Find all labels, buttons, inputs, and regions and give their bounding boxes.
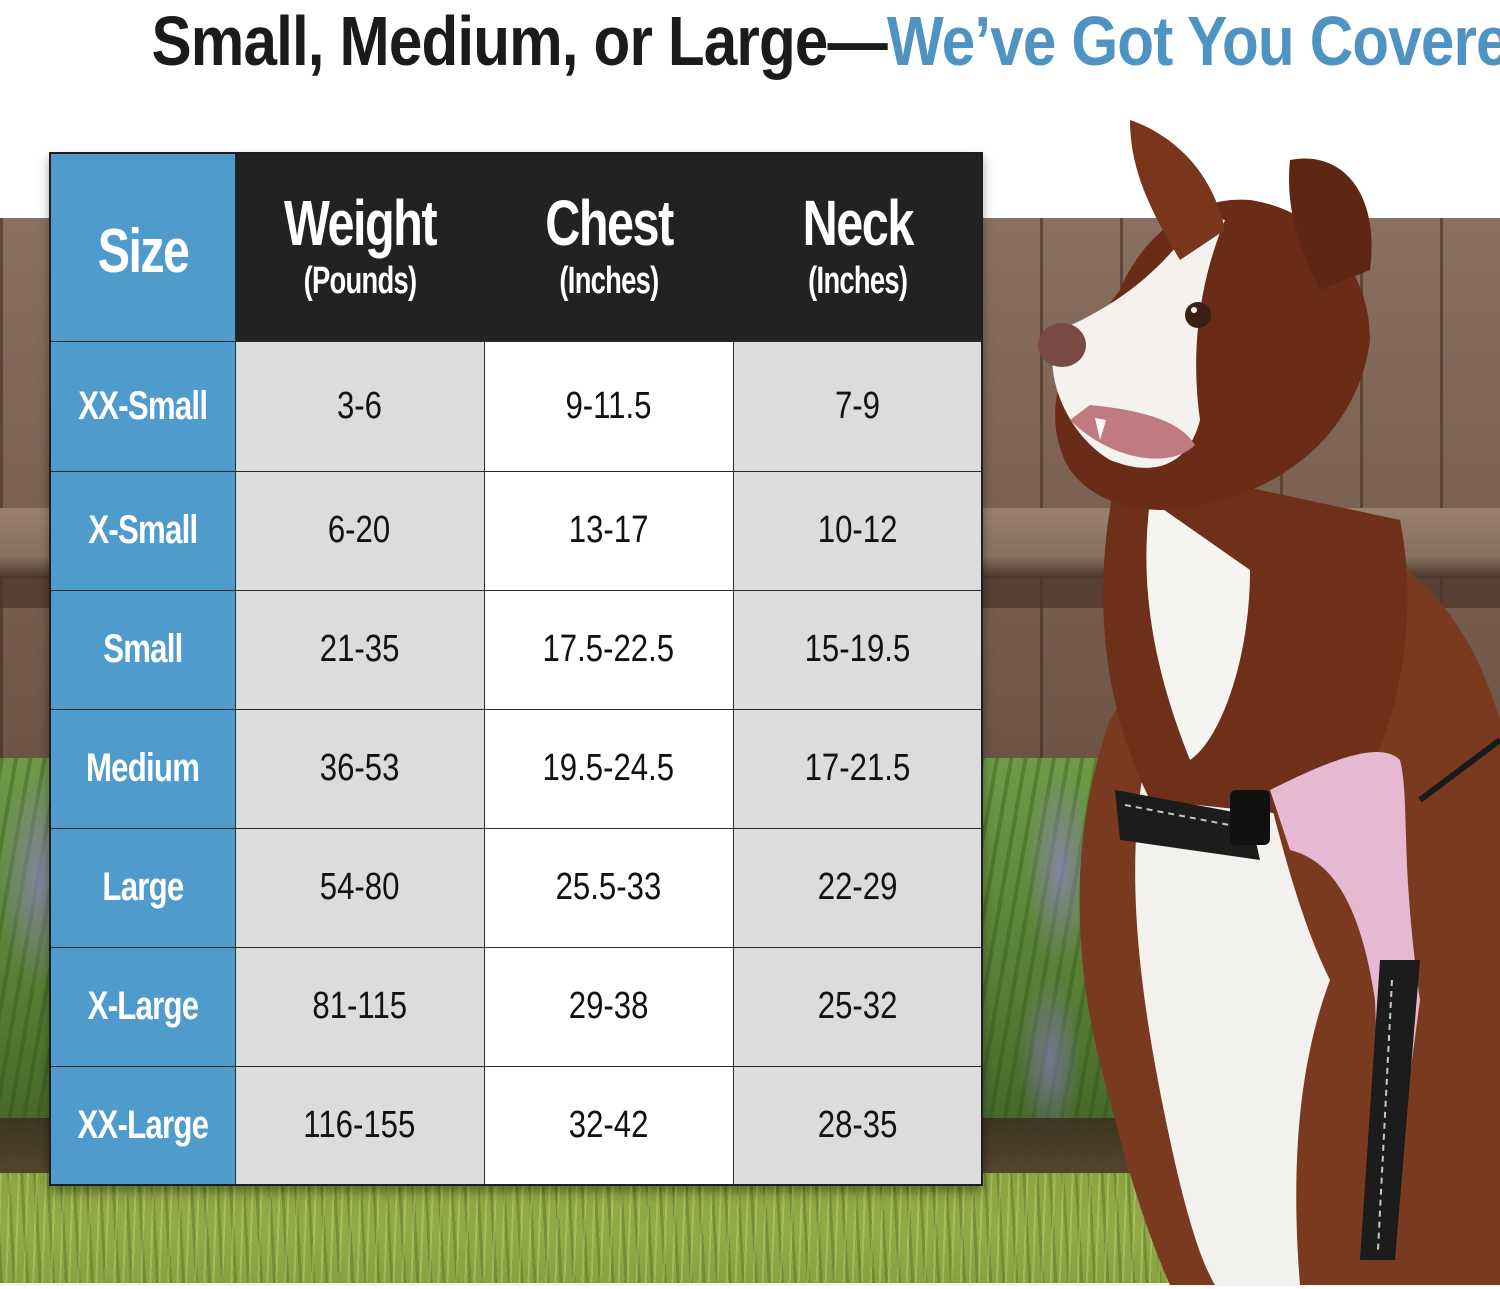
table-row: Large 54-80 25.5-33 22-29 — [49, 827, 983, 948]
size-cell: Large — [49, 827, 236, 948]
size-cell: XX-Small — [49, 340, 236, 472]
weight-cell: 116-155 — [234, 1065, 485, 1186]
header-neck-title: Neck — [802, 187, 914, 260]
chest-cell: 32-42 — [483, 1065, 734, 1186]
weight-cell: 36-53 — [234, 708, 485, 829]
header-weight-title: Weight — [283, 187, 437, 260]
weight-cell: 54-80 — [234, 827, 485, 948]
neck-cell: 7-9 — [732, 340, 983, 472]
headline-lead: Small, Medium, or Large— — [151, 2, 888, 80]
header-neck-unit: (Inches) — [807, 260, 908, 303]
neck-cell: 10-12 — [732, 470, 983, 591]
header-chest-unit: (Inches) — [558, 260, 659, 303]
size-cell: X-Large — [49, 946, 236, 1067]
table-header-row: Size Weight (Pounds) Chest (Inches) Neck… — [49, 152, 983, 342]
header-weight: Weight (Pounds) — [234, 152, 485, 342]
header-chest: Chest (Inches) — [483, 152, 734, 342]
weight-cell: 3-6 — [234, 340, 485, 472]
chest-cell: 13-17 — [483, 470, 734, 591]
neck-cell: 15-19.5 — [732, 589, 983, 710]
header-size-label: Size — [97, 216, 189, 286]
neck-cell: 17-21.5 — [732, 708, 983, 829]
chest-cell: 9-11.5 — [483, 340, 734, 472]
table-row: Small 21-35 17.5-22.5 15-19.5 — [49, 589, 983, 710]
border-collie-icon — [1038, 120, 1500, 1285]
header-chest-title: Chest — [544, 187, 674, 260]
table-row: X-Large 81-115 29-38 25-32 — [49, 946, 983, 1067]
chest-cell: 19.5-24.5 — [483, 708, 734, 829]
size-cell: XX-Large — [49, 1065, 236, 1186]
table-row: X-Small 6-20 13-17 10-12 — [49, 470, 983, 591]
size-cell: X-Small — [49, 470, 236, 591]
table-row: XX-Small 3-6 9-11.5 7-9 — [49, 340, 983, 472]
chest-cell: 25.5-33 — [483, 827, 734, 948]
weight-cell: 21-35 — [234, 589, 485, 710]
chest-cell: 29-38 — [483, 946, 734, 1067]
neck-cell: 25-32 — [732, 946, 983, 1067]
header-weight-unit: (Pounds) — [303, 260, 417, 303]
headline-emphasis: We’ve Got You Covered. — [886, 2, 1500, 80]
table-row: XX-Large 116-155 32-42 28-35 — [49, 1065, 983, 1186]
size-cell: Small — [49, 589, 236, 710]
dog-photo — [1000, 100, 1500, 1289]
table-row: Medium 36-53 19.5-24.5 17-21.5 — [49, 708, 983, 829]
weight-cell: 6-20 — [234, 470, 485, 591]
header-neck: Neck (Inches) — [732, 152, 983, 342]
headline: Small, Medium, or Large—We’ve Got You Co… — [109, 0, 1500, 90]
chest-cell: 17.5-22.5 — [483, 589, 734, 710]
neck-cell: 28-35 — [732, 1065, 983, 1186]
size-chart-table: Size Weight (Pounds) Chest (Inches) Neck… — [49, 152, 983, 1186]
neck-cell: 22-29 — [732, 827, 983, 948]
weight-cell: 81-115 — [234, 946, 485, 1067]
size-cell: Medium — [49, 708, 236, 829]
header-size: Size — [49, 152, 236, 342]
